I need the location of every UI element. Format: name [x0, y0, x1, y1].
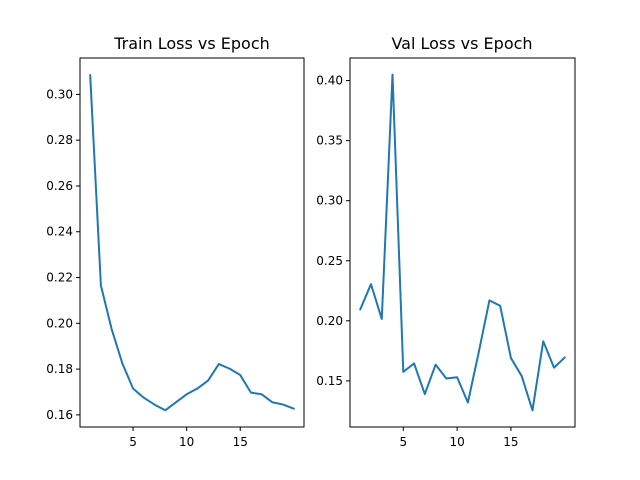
chart-val-loss: Val Loss vs Epoch 5 10 15 0.15 0.20 0.25 0.30 0…	[316, 34, 576, 449]
y-tick-label: 0.25	[316, 254, 343, 268]
y-tick-label: 0.16	[46, 408, 73, 422]
plot-area	[89, 73, 295, 412]
chart-title: Train Loss vs Epoch	[113, 34, 270, 53]
x-tick-label: 10	[449, 435, 464, 449]
axes-frame	[79, 57, 305, 428]
x-tick-label: 5	[399, 435, 407, 449]
y-tick-label: 0.40	[316, 74, 343, 88]
y-tick-label: 0.26	[46, 179, 73, 193]
axis-ticks: 5 10 15 0.15 0.20 0.25 0.30 0.35 0.40	[316, 74, 518, 449]
axis-ticks: 5 10 15 0.16 0.18 0.20 0.22 0.24 0.26 0.28 0.30	[46, 87, 248, 449]
x-tick-label: 15	[233, 435, 248, 449]
y-tick-label: 0.28	[46, 133, 73, 147]
y-tick-label: 0.15	[316, 374, 343, 388]
chart-title: Val Loss vs Epoch	[391, 34, 532, 53]
y-tick-label: 0.35	[316, 134, 343, 148]
y-tick-label: 0.20	[46, 316, 73, 330]
y-tick-label: 0.30	[316, 194, 343, 208]
y-tick-label: 0.20	[316, 314, 343, 328]
y-tick-label: 0.22	[46, 271, 73, 285]
y-tick-label: 0.18	[46, 362, 73, 376]
chart-train-loss: Train Loss vs Epoch 5 10 15 0.16 0.18 0.20 0.2…	[46, 34, 305, 449]
x-tick-label: 5	[129, 435, 137, 449]
y-tick-label: 0.24	[46, 225, 73, 239]
plot-area	[359, 73, 566, 412]
y-tick-label: 0.30	[46, 87, 73, 101]
series-line	[359, 73, 566, 412]
axes-frame	[349, 57, 576, 428]
series-line	[89, 73, 295, 412]
x-tick-label: 10	[179, 435, 194, 449]
x-tick-label: 15	[503, 435, 518, 449]
